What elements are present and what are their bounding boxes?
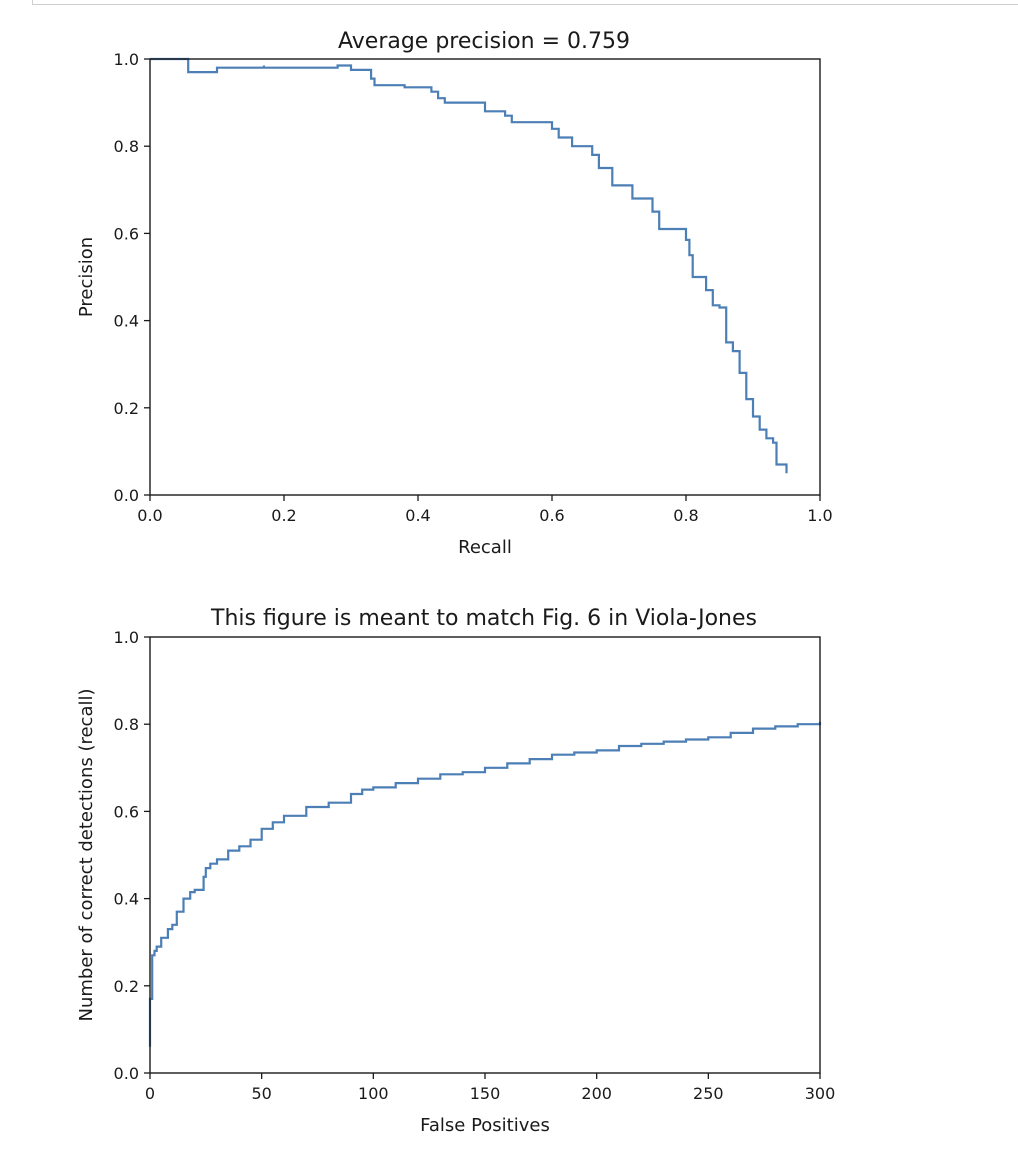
y-tick-label: 0.4 — [114, 890, 139, 909]
x-axis-label: Recall — [458, 537, 512, 558]
x-tick-label: 100 — [358, 1084, 389, 1103]
x-tick-label: 250 — [693, 1084, 724, 1103]
y-tick-label: 0.2 — [114, 977, 139, 996]
x-tick-label: 1.0 — [807, 506, 832, 525]
y-tick-label: 1.0 — [114, 628, 139, 647]
x-ticks: 0 50 100 150 200 250 300 — [145, 1073, 835, 1103]
x-tick-label: 0.2 — [271, 506, 296, 525]
precision-recall-chart: Average precision = 0.759 0.0 0.2 0.4 0.6 0.… — [76, 29, 833, 558]
x-tick-label: 300 — [805, 1084, 836, 1103]
chart-title: Average precision = 0.759 — [338, 29, 630, 54]
x-tick-label: 0 — [145, 1084, 155, 1103]
x-ticks: 0.0 0.2 0.4 0.6 0.8 1.0 — [137, 495, 833, 525]
precision-recall-curve — [150, 57, 788, 474]
y-tick-label: 0.6 — [114, 224, 139, 243]
y-tick-label: 0.0 — [114, 486, 139, 505]
plot-area-frame — [149, 636, 821, 1074]
detections-curve — [148, 722, 822, 1047]
notebook-cell-frame — [32, 0, 1018, 5]
y-tick-label: 0.4 — [114, 312, 139, 331]
y-axis-label: Number of correct detections (recall) — [76, 688, 97, 1021]
y-tick-label: 0.8 — [114, 137, 139, 156]
y-tick-label: 0.6 — [114, 802, 139, 821]
x-tick-label: 200 — [581, 1084, 612, 1103]
x-tick-label: 150 — [470, 1084, 501, 1103]
y-ticks: 0.0 0.2 0.4 0.6 0.8 1.0 — [114, 50, 150, 505]
y-tick-label: 0.0 — [114, 1064, 139, 1083]
chart-title: This figure is meant to match Fig. 6 in … — [210, 606, 757, 631]
x-tick-label: 0.0 — [137, 506, 162, 525]
x-tick-label: 0.8 — [673, 506, 698, 525]
y-tick-label: 0.2 — [114, 399, 139, 418]
y-tick-label: 0.8 — [114, 715, 139, 734]
x-tick-label: 0.4 — [405, 506, 430, 525]
plot-area-frame — [149, 58, 821, 496]
y-ticks: 0.0 0.2 0.4 0.6 0.8 1.0 — [114, 628, 150, 1083]
y-axis-label: Precision — [76, 237, 97, 317]
x-axis-label: False Positives — [420, 1115, 550, 1136]
x-tick-label: 0.6 — [539, 506, 564, 525]
detections-vs-false-positives-chart: This figure is meant to match Fig. 6 in … — [76, 606, 835, 1136]
y-tick-label: 1.0 — [114, 50, 139, 69]
x-tick-label: 50 — [251, 1084, 271, 1103]
